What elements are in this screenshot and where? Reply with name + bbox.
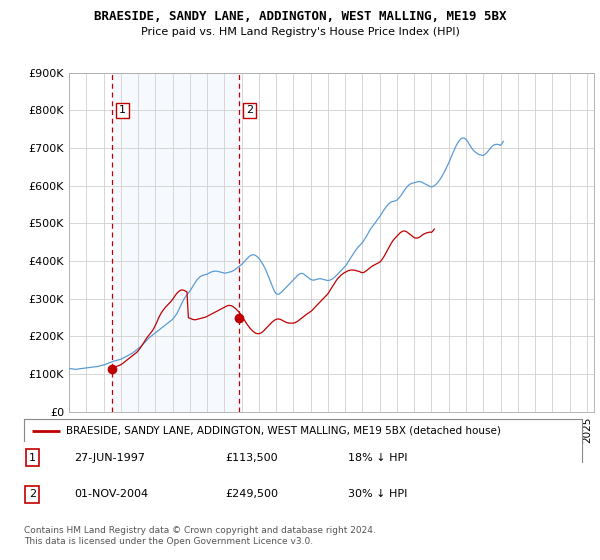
- Text: 2: 2: [245, 105, 253, 115]
- Text: BRAESIDE, SANDY LANE, ADDINGTON, WEST MALLING, ME19 5BX: BRAESIDE, SANDY LANE, ADDINGTON, WEST MA…: [94, 10, 506, 23]
- Text: 01-NOV-2004: 01-NOV-2004: [74, 489, 148, 499]
- Text: 18% ↓ HPI: 18% ↓ HPI: [347, 453, 407, 463]
- Text: HPI: Average price, detached house, Tonbridge and Malling: HPI: Average price, detached house, Tonb…: [66, 446, 373, 455]
- Text: 2: 2: [29, 489, 36, 499]
- Text: 1: 1: [119, 105, 126, 115]
- Text: BRAESIDE, SANDY LANE, ADDINGTON, WEST MALLING, ME19 5BX (detached house): BRAESIDE, SANDY LANE, ADDINGTON, WEST MA…: [66, 426, 501, 436]
- Text: Price paid vs. HM Land Registry's House Price Index (HPI): Price paid vs. HM Land Registry's House …: [140, 27, 460, 37]
- Text: 1: 1: [29, 453, 36, 463]
- Text: 30% ↓ HPI: 30% ↓ HPI: [347, 489, 407, 499]
- Text: £249,500: £249,500: [225, 489, 278, 499]
- Text: 27-JUN-1997: 27-JUN-1997: [74, 453, 145, 463]
- Text: Contains HM Land Registry data © Crown copyright and database right 2024.
This d: Contains HM Land Registry data © Crown c…: [24, 526, 376, 546]
- Text: £113,500: £113,500: [225, 453, 278, 463]
- Bar: [112, 73, 239, 412]
